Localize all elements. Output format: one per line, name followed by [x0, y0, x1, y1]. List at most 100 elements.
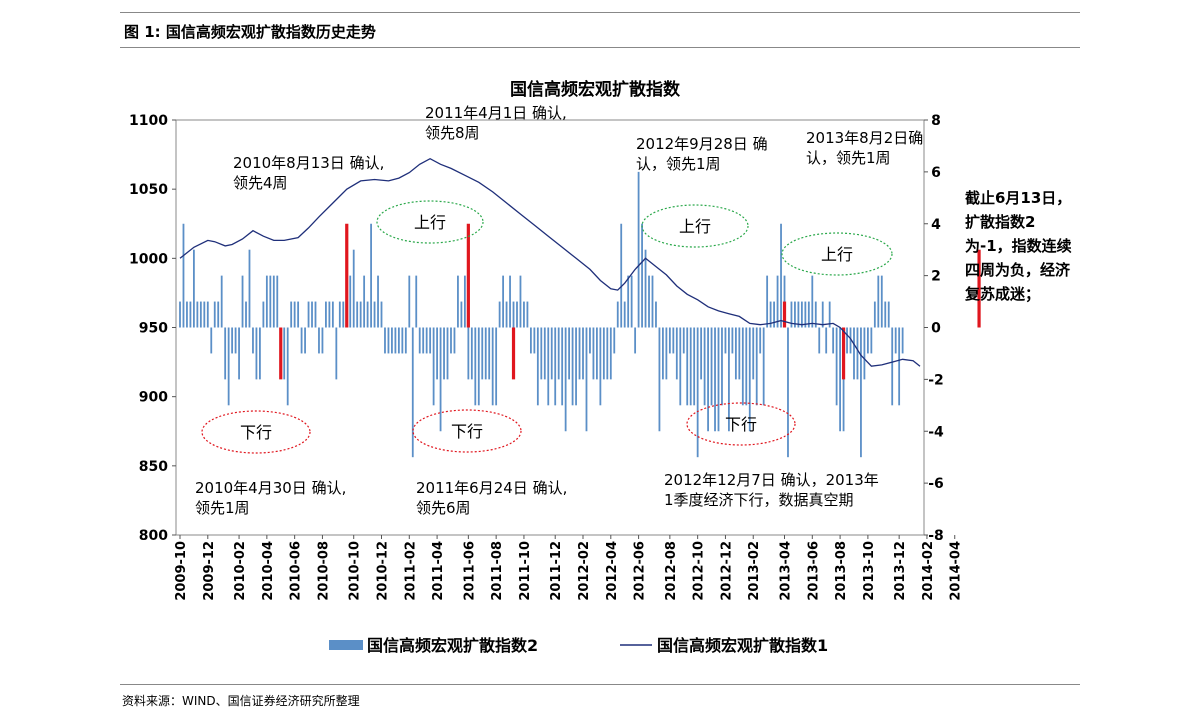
bar: [856, 327, 859, 380]
bar: [311, 301, 313, 328]
bar: [790, 301, 793, 328]
bar: [832, 327, 835, 354]
bar: [877, 275, 880, 328]
bar: [679, 327, 682, 406]
right-tick-label: -2: [928, 372, 944, 388]
right-tick-label: -4: [928, 424, 944, 440]
bar: [335, 327, 338, 380]
line-series: [179, 157, 921, 367]
bar: [338, 301, 341, 328]
bar: [748, 327, 751, 432]
bar: [800, 301, 803, 328]
bar: [373, 301, 376, 328]
annotation-line: 认，领先1周: [806, 149, 891, 167]
bar: [686, 327, 689, 406]
bar: [866, 327, 869, 354]
bar: [787, 327, 789, 458]
bar: [370, 223, 372, 328]
bar: [599, 327, 602, 406]
bar: [300, 327, 303, 354]
bar: [384, 327, 386, 354]
bar: [241, 275, 244, 328]
bar: [835, 327, 838, 406]
bar: [457, 275, 459, 328]
bar: [380, 301, 383, 328]
bar: [547, 327, 550, 406]
bar: [481, 327, 484, 380]
annotation-line: 2010年8月13日 确认,: [233, 154, 384, 172]
bar: [290, 301, 293, 328]
bar: [561, 327, 564, 406]
trend-label: 上行: [679, 217, 711, 236]
bar: [519, 275, 522, 328]
bar: [491, 327, 494, 406]
bar: [623, 301, 626, 328]
right-tick-label: -6: [928, 476, 944, 492]
bar: [828, 301, 831, 328]
bar: [731, 327, 734, 354]
annotation-line: 领先4周: [233, 174, 288, 192]
x-tick-label: 2013-04: [779, 541, 794, 601]
bar: [773, 301, 775, 328]
bar: [578, 327, 581, 380]
bar: [887, 301, 890, 328]
annotation-line: 2012年12月7日 确认，2013年: [664, 471, 879, 489]
x-tick-label: 2010-10: [348, 541, 363, 601]
annotation: 2010年8月13日 确认, 领先4周: [233, 154, 384, 192]
x-tick-label: 2012-08: [664, 541, 679, 601]
bar: [794, 301, 796, 328]
trend-ellipse: [412, 409, 522, 453]
bar: [700, 327, 703, 380]
right-tick-label: 8: [931, 113, 941, 129]
bar: [724, 327, 727, 354]
bar: [415, 275, 418, 328]
bar: [272, 275, 275, 328]
bar: [630, 275, 633, 328]
bar: [397, 327, 400, 354]
bar: [616, 301, 619, 328]
x-tick-label: 2014-02: [921, 541, 936, 601]
bar: [411, 327, 414, 458]
bar: [495, 327, 498, 406]
bar: [321, 327, 324, 354]
bar: [769, 301, 772, 328]
trend-ellipse: [781, 232, 893, 276]
bar: [484, 327, 487, 380]
bar: [880, 275, 883, 328]
chart-title: 国信高频宏观扩散指数: [510, 79, 681, 100]
annotation: 2011年6月24日 确认, 领先6周: [416, 479, 567, 517]
bar: [227, 327, 230, 406]
bar: [613, 327, 616, 354]
axes: 800 850 900 950 1000 1050 1100 -8 -6 -4 -2 0 2 4 6 8 200…: [129, 113, 964, 601]
x-tick-label: 2011-06: [462, 541, 477, 601]
bar: [766, 275, 769, 328]
bar: [446, 327, 449, 380]
x-tick-label: 2013-12: [893, 541, 908, 601]
bar: [759, 327, 762, 354]
trend-label: 下行: [451, 422, 483, 441]
bar: [460, 301, 463, 328]
trend-label: 下行: [240, 423, 272, 442]
bar: [248, 249, 251, 328]
bar: [689, 327, 692, 406]
bar: [582, 327, 584, 380]
bar: [224, 327, 227, 380]
legend-line-label: 国信高频宏观扩散指数1: [657, 636, 828, 655]
bar: [366, 301, 369, 328]
figure-header: 图 1: 国信高频宏观扩散指数历史走势: [120, 12, 1080, 48]
bar: [575, 327, 577, 406]
bar: [804, 301, 807, 328]
bar: [293, 301, 296, 328]
side-note: 截止6月13日，扩散指数2为-1，指数连续四周为负，经济复苏成迷；: [965, 189, 1072, 303]
bar: [648, 275, 650, 328]
x-tick-label: 2012-10: [692, 541, 707, 601]
bar: [738, 327, 741, 380]
bar: [825, 327, 828, 354]
bar: [245, 301, 247, 328]
bar: [797, 301, 800, 328]
bar: [502, 275, 504, 328]
bar: [206, 301, 209, 328]
x-tick-label: 2012-02: [577, 541, 592, 601]
bar: [377, 275, 379, 328]
